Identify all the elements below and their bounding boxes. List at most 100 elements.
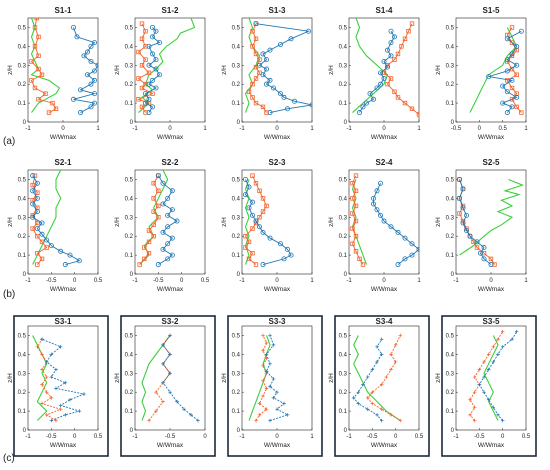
- data-point: [500, 418, 505, 423]
- green-series-line: [459, 178, 525, 256]
- y-tick-label: 0.4: [232, 196, 241, 202]
- series-group: [29, 18, 98, 116]
- x-tick-label: 1: [524, 278, 528, 284]
- data-point: [375, 360, 379, 364]
- data-point: [381, 58, 387, 64]
- data-point: [406, 29, 411, 34]
- data-point: [363, 100, 369, 106]
- data-point: [63, 380, 68, 385]
- panel-title: S2-4: [376, 158, 393, 167]
- data-point: [155, 173, 161, 179]
- y-tick-label: 0.1: [18, 253, 27, 259]
- plot-area: [241, 325, 313, 431]
- data-point: [463, 228, 469, 234]
- data-point: [257, 413, 262, 417]
- data-point: [275, 390, 279, 394]
- data-point: [155, 262, 161, 268]
- y-tick-label: 0: [130, 120, 134, 126]
- y-tick-label: 0.5: [446, 177, 455, 183]
- data-point: [285, 413, 290, 417]
- data-point: [154, 409, 158, 413]
- data-point: [249, 212, 255, 218]
- y-tick-label: 0.1: [18, 409, 27, 415]
- blue-series-line: [73, 27, 98, 113]
- data-point: [143, 44, 148, 49]
- data-point: [161, 399, 165, 404]
- y-tick-label: 0.5: [18, 25, 27, 31]
- data-point: [39, 231, 45, 237]
- data-point: [388, 40, 394, 46]
- data-point: [260, 229, 266, 235]
- y-tick-label: 0: [237, 428, 241, 434]
- x-tick-label: 0.5: [94, 434, 103, 440]
- green-series-line: [141, 335, 171, 421]
- x-tick-label: 0: [478, 126, 482, 132]
- data-point: [514, 104, 519, 110]
- x-tick-label: 0: [275, 278, 279, 284]
- y-tick-label: 0.3: [125, 215, 134, 221]
- x-tick-label: 0: [168, 126, 172, 132]
- series-group: [469, 25, 524, 116]
- y-tick-label: 0: [237, 120, 241, 126]
- data-point: [156, 188, 161, 193]
- x-axis-label: W/Wmax: [157, 286, 184, 293]
- data-point: [381, 218, 387, 224]
- data-point: [463, 212, 469, 218]
- panel-s3-2: S3-2 0 0.1 0.2 0.3 0.4 0.5 -1 -0.5 0 W/Wmax z/H: [114, 315, 216, 457]
- data-point: [44, 390, 49, 394]
- data-point: [78, 87, 84, 93]
- data-point: [264, 110, 269, 115]
- x-tick-label: -0.5: [153, 278, 164, 284]
- data-point: [264, 352, 269, 357]
- data-point: [58, 248, 64, 254]
- data-point: [309, 102, 312, 108]
- data-point: [32, 85, 38, 91]
- data-point: [488, 256, 494, 262]
- x-tick-label: 0.5: [415, 434, 424, 440]
- data-point: [71, 96, 77, 102]
- data-point: [253, 64, 259, 70]
- row-label-0: (a): [3, 136, 15, 147]
- data-point: [34, 209, 40, 215]
- x-tick-label: 0: [180, 278, 184, 284]
- data-point: [350, 241, 355, 246]
- panel-title: S1-5: [483, 6, 500, 15]
- data-point: [509, 25, 515, 30]
- y-tick-label: 0.5: [232, 333, 241, 339]
- data-point: [34, 195, 40, 201]
- data-point: [250, 95, 255, 100]
- orange-series-line: [506, 27, 522, 113]
- data-point: [139, 63, 145, 68]
- y-tick-label: 0: [344, 120, 348, 126]
- y-tick-label: 0.2: [446, 390, 455, 396]
- green-series-line: [469, 27, 518, 113]
- data-point: [271, 343, 276, 347]
- data-point: [143, 57, 148, 62]
- panel-title: S1-3: [269, 6, 286, 15]
- x-tick-label: -1: [239, 278, 245, 284]
- data-point: [67, 252, 73, 258]
- data-point: [49, 396, 54, 400]
- data-point: [261, 363, 265, 368]
- data-point: [509, 85, 515, 91]
- data-point: [39, 239, 45, 245]
- data-point: [496, 413, 500, 417]
- data-point: [136, 97, 141, 102]
- series-group: [456, 176, 525, 268]
- data-point: [39, 256, 45, 262]
- data-point: [250, 29, 255, 34]
- blue-series-line: [157, 175, 178, 265]
- data-point: [256, 62, 262, 68]
- data-point: [500, 345, 505, 349]
- data-point: [54, 386, 58, 391]
- data-point: [151, 209, 156, 214]
- data-point: [460, 186, 466, 192]
- data-point: [253, 36, 259, 41]
- data-point: [375, 345, 379, 349]
- data-point: [143, 81, 148, 87]
- y-tick-label: 0.4: [339, 196, 348, 202]
- data-point: [44, 413, 49, 417]
